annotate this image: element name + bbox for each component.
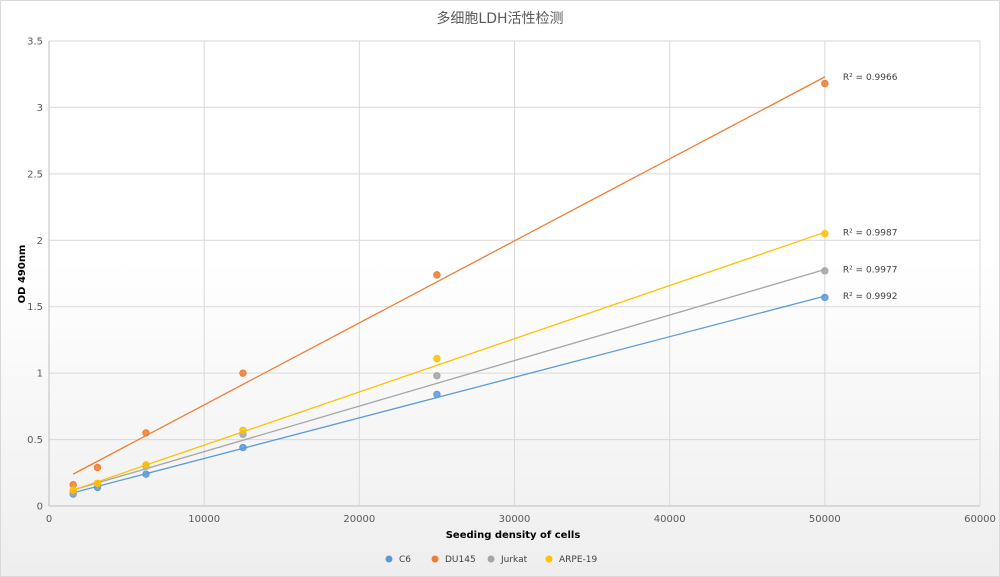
legend-marker-C6 [385,555,393,563]
data-point-C6 [239,443,247,452]
y-tick-label: 2.5 [27,169,43,180]
y-tick-label: 1 [37,369,43,380]
x-tick-label: 30000 [499,514,531,525]
legend-label-DU145: DU145 [445,555,476,565]
trendline-Jurkat [73,268,826,491]
data-points [69,79,829,498]
legend-label-ARPE-19: ARPE-19 [559,555,597,565]
data-point-DU145 [239,369,247,377]
x-tick-label: 60000 [964,514,996,525]
data-point-C6 [142,470,150,478]
data-point-C6 [821,293,829,302]
data-point-C6 [433,390,441,399]
x-tick-label: 50000 [809,514,841,525]
r2-label-ARPE-19: R² = 0.9987 [843,228,898,238]
x-tick-label: 0 [46,514,52,525]
chart-title: 多细胞LDH活性检测 [436,10,563,27]
legend-label-Jurkat: Jurkat [500,555,528,565]
data-point-ARPE-19 [142,461,150,469]
trendline-DU145 [72,76,826,475]
trendline-C6 [73,295,825,494]
r2-labels: R² = 0.9992 R² = 0.9966 R² = 0.9977 R² = 0.… [843,73,898,302]
x-tick-label: 40000 [654,514,686,525]
tick-labels: 0 0.5 1 1.5 2 2.5 3 3.5 0 10000 20000 30000 40000 500… [27,37,996,526]
data-point-ARPE-19 [821,229,829,238]
y-axis-title: OD 490nm [17,245,28,304]
data-point-ARPE-19 [93,479,102,488]
data-point-DU145 [433,271,441,279]
y-tick-label: 3.5 [27,37,43,48]
data-point-DU145 [93,463,102,472]
r2-label-DU145: R² = 0.9966 [843,73,898,83]
data-point-Jurkat [821,267,829,275]
y-tick-label: 2 [37,236,43,247]
trendline-ARPE-19 [72,231,826,491]
legend-marker-ARPE-19 [545,555,553,563]
r2-label-Jurkat: R² = 0.9977 [843,266,898,276]
y-tick-label: 3 [37,103,43,114]
x-axis-title: Seeding density of cells [446,530,581,541]
data-point-Jurkat [433,372,441,380]
trendlines [72,76,826,494]
y-tick-label: 1.5 [27,302,43,313]
x-tick-label: 20000 [343,514,375,525]
data-point-DU145 [142,429,150,437]
r2-label-C6: R² = 0.9992 [843,292,898,302]
data-point-ARPE-19 [69,486,77,494]
x-tick-label: 10000 [188,514,220,525]
legend-marker-Jurkat [487,555,495,563]
legend: C6 DU145 Jurkat ARPE-19 [385,555,597,565]
y-tick-label: 0 [37,502,43,513]
data-point-DU145 [821,79,829,88]
data-point-ARPE-19 [433,354,441,363]
data-point-ARPE-19 [239,426,247,434]
legend-marker-DU145 [431,555,439,563]
legend-label-C6: C6 [399,555,411,565]
y-tick-label: 0.5 [27,435,43,446]
grid-lines [48,40,981,507]
